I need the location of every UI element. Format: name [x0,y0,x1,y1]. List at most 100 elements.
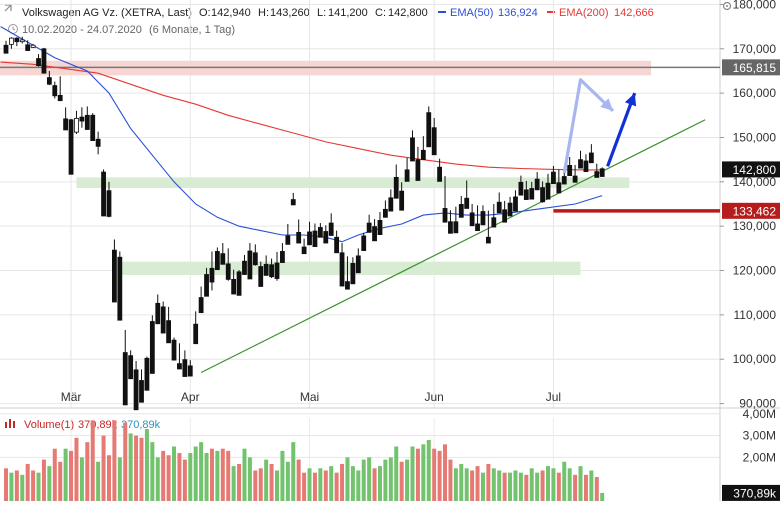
candle-body [410,137,415,162]
candle [599,167,605,177]
y-tick-label: 100,000 [733,352,777,366]
volume-bar [502,472,507,501]
candle [117,251,123,321]
open-value: 142,940 [211,7,251,19]
candle-body [372,226,377,242]
candle [475,205,480,232]
candle [182,350,188,377]
price-label: 133,462 [733,204,777,218]
candle [334,230,340,254]
candle [458,196,464,218]
candle-body [366,222,372,233]
volume-bar [448,459,453,501]
volume-bar [36,472,41,501]
candle-body [46,77,52,85]
volume-value-blue: 370,89k [121,419,161,431]
candle [177,343,182,370]
candle-body [545,182,551,200]
y-tick-label: 160,000 [733,86,777,100]
candle-body [187,365,193,377]
volume-bar [432,448,437,501]
candle-body [52,85,58,97]
volume-bar [491,468,496,501]
candle [225,248,231,281]
x-tick-label: Mär [61,390,82,404]
close-value: 142,800 [388,7,428,19]
candle-body [79,116,85,122]
volume-bar [172,446,177,501]
y-tick-label: 140,000 [733,175,777,189]
candle [594,163,600,178]
volume-bar [220,448,225,501]
candle-body [57,94,63,102]
candle [258,261,264,287]
volume-bar [551,468,556,501]
volume-bar [79,457,84,501]
expand-icon[interactable] [4,4,12,12]
ema200-swatch [547,11,555,13]
volume-bar [134,435,139,501]
candle-body [317,227,323,238]
candle-body [84,114,90,130]
candle [301,238,307,255]
candle [209,251,215,291]
volume-bar [209,448,214,501]
volume-bar [74,437,79,501]
candle-body [551,171,556,184]
volume-bar [52,448,57,501]
candle-body [513,196,518,212]
candle [133,360,139,411]
candle [415,146,421,181]
chart-header: Volkswagen AG Vz. (XETRA, Last) O: 142,9… [4,1,732,36]
candle-body [388,197,394,212]
volume-bar [161,450,166,501]
volume-bar [47,466,52,501]
candle-body [144,357,150,391]
volume-bar [302,472,307,501]
volume-value-red: 370,89k [78,419,118,431]
ema200-value: 142,666 [614,7,654,19]
candle [366,214,372,233]
candle-body [117,256,123,321]
volume-bar [421,444,426,501]
candle-body [209,267,215,283]
candle [144,356,150,391]
volume-bar [453,468,458,501]
candle-body [160,306,166,334]
volume-bar [323,470,328,501]
candle [350,257,356,285]
candle-body [399,190,405,211]
candle-body [377,220,383,235]
candle [404,157,410,182]
low-value: 141,200 [328,7,368,19]
candle-body [198,297,204,314]
candle [252,244,258,266]
volume-bar [25,463,30,501]
volume-bar [106,455,111,501]
candle-body [404,169,410,182]
candle-body [361,235,367,251]
candle-body [63,118,69,131]
candle [166,306,172,344]
candle-body [101,171,106,217]
candle-body [431,127,437,156]
candle-body [231,278,237,295]
volume-bar [356,470,361,501]
settings-icon[interactable] [722,1,732,11]
volume-bar [535,472,540,501]
candle [496,192,502,214]
candle [448,210,453,234]
candle-body [25,44,31,51]
high-label: H: [258,7,269,19]
volume-bar [573,474,578,501]
candle-body [437,166,443,182]
candle-body [594,171,600,178]
volume-tick-label: 4,00M [743,407,776,421]
x-tick-label: Apr [181,390,200,404]
candle [485,210,491,244]
candle-body [149,321,155,374]
projection-arrow-alt [562,78,615,174]
candle-body [68,119,74,175]
candle-body [448,221,453,234]
volume-bar [334,472,339,501]
